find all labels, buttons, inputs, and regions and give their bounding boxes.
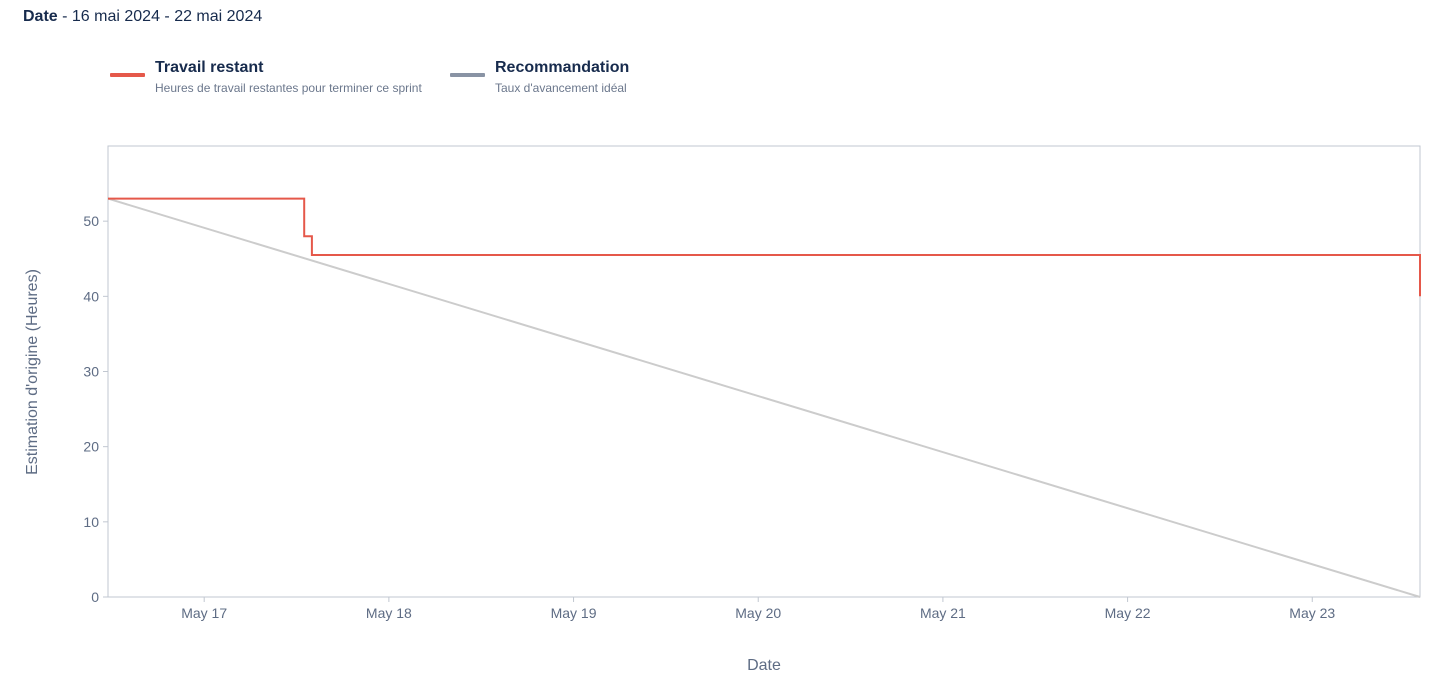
legend-description-guideline: Taux d'avancement idéal xyxy=(495,81,627,95)
y-tick-label: 10 xyxy=(83,514,99,530)
x-axis-title: Date xyxy=(747,657,781,674)
date-range-header: Date - 16 mai 2024 - 22 mai 2024 xyxy=(23,8,262,26)
y-tick-label: 40 xyxy=(83,288,99,304)
series-line-guideline[interactable] xyxy=(107,197,1421,598)
y-tick-label: 30 xyxy=(83,364,99,380)
x-tick-label: May 20 xyxy=(735,605,781,621)
legend-swatch-guideline xyxy=(450,73,485,77)
x-tick-label: May 23 xyxy=(1289,605,1335,621)
legend-swatch-remaining-work xyxy=(110,73,145,77)
series-layer xyxy=(107,197,1421,598)
y-tick-label: 50 xyxy=(83,213,99,229)
x-tick-label: May 18 xyxy=(366,605,412,621)
y-tick-label: 0 xyxy=(91,589,99,605)
date-range-label: Date xyxy=(23,8,58,25)
y-axis-title: Estimation d'origine (Heures) xyxy=(24,269,41,475)
x-axis: May 17 May 18 May 19 May 20 May 21 May 22 May … xyxy=(181,597,1335,621)
chart-legend: Travail restant Heures de travail restan… xyxy=(0,0,1455,100)
legend-name-guideline: Recommandation xyxy=(495,59,630,76)
series-line-remaining-work[interactable] xyxy=(108,197,1421,297)
legend-description-remaining-work: Heures de travail restantes pour termine… xyxy=(155,81,422,95)
x-tick-label: May 21 xyxy=(920,605,966,621)
x-tick-label: May 22 xyxy=(1105,605,1151,621)
y-axis: 0 10 20 30 40 50 xyxy=(83,213,108,605)
x-tick-label: May 19 xyxy=(551,605,597,621)
date-range-value: - 16 mai 2024 - 22 mai 2024 xyxy=(57,8,263,25)
x-tick-label: May 17 xyxy=(181,605,227,621)
legend-name-remaining-work: Travail restant xyxy=(155,59,264,76)
y-tick-label: 20 xyxy=(83,439,99,455)
